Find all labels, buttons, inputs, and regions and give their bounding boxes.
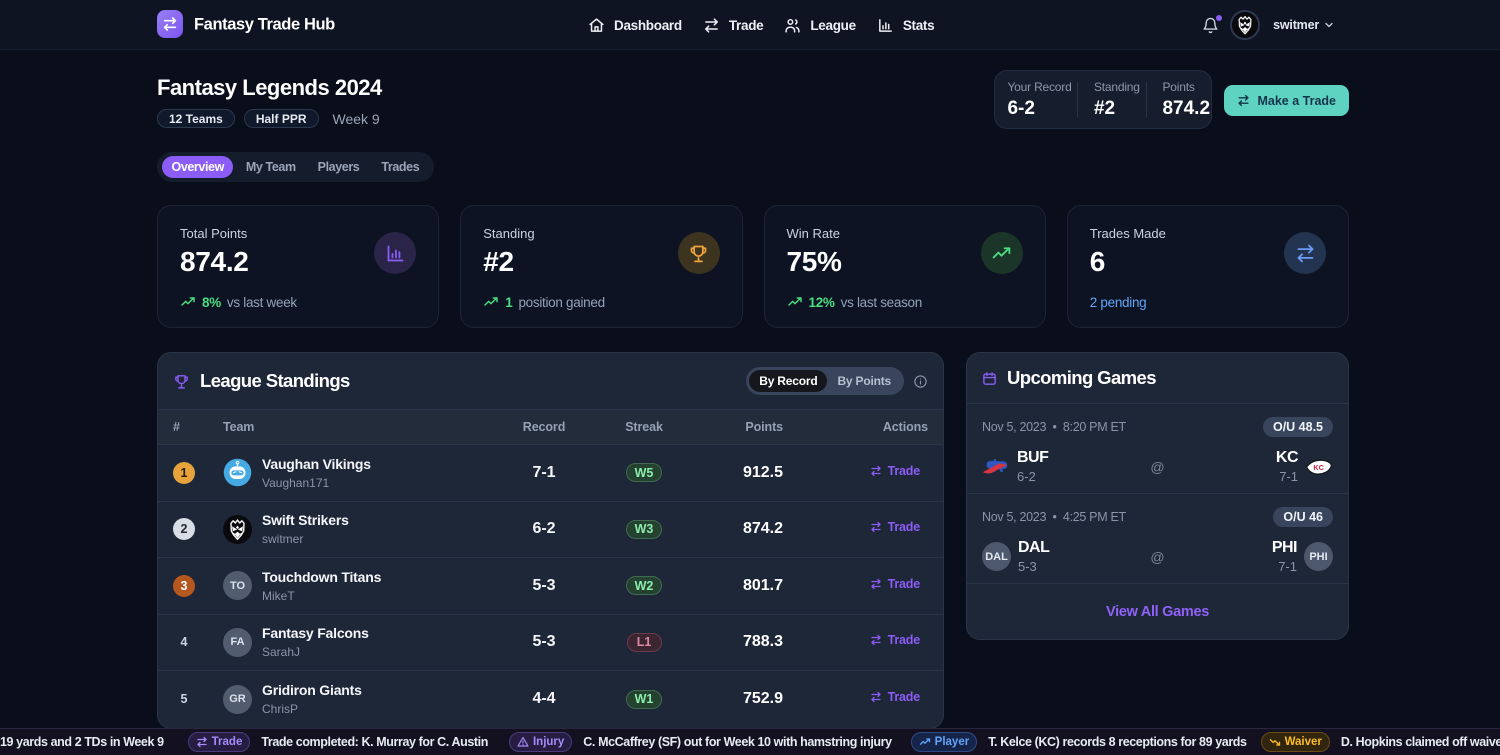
- svg-text:KC: KC: [1313, 463, 1324, 472]
